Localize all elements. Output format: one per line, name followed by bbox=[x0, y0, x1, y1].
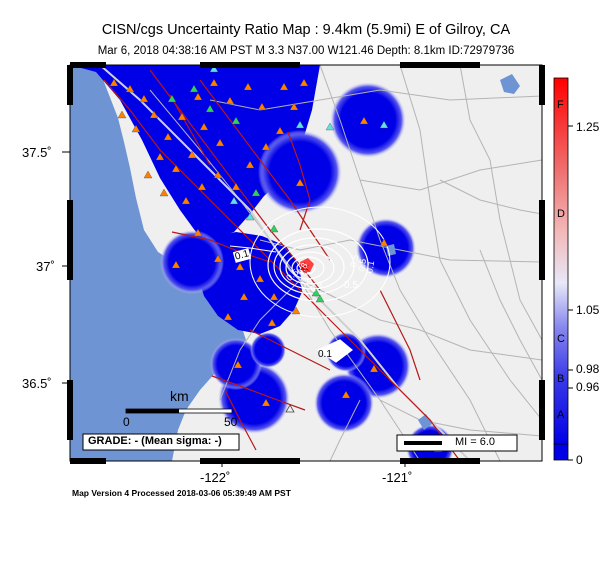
lake bbox=[500, 74, 520, 94]
grade-label-b: B bbox=[557, 373, 565, 385]
lon-label-121: -121˚ bbox=[382, 470, 413, 485]
colorbar-value-1-05: 1.05 bbox=[576, 303, 600, 317]
uncertainty-contours bbox=[229, 206, 391, 363]
epicenter-core bbox=[300, 258, 314, 272]
colorbar-value-0-96: 0.96 bbox=[576, 380, 600, 394]
epicenter-star: ✶ bbox=[297, 259, 311, 278]
lon-label-122: -122˚ bbox=[200, 470, 231, 485]
grade-box bbox=[82, 433, 240, 451]
colorbar bbox=[553, 77, 573, 461]
map-title: CISN/cgs Uncertainty Ratio Map : 9.4km (… bbox=[101, 22, 511, 38]
mi-legend-box bbox=[396, 434, 518, 452]
grade-label-a: A bbox=[557, 409, 565, 421]
grade-label-c: C bbox=[557, 333, 565, 345]
seismic-stations bbox=[109, 65, 443, 453]
grade-label-f: F bbox=[557, 99, 564, 111]
ocean-area bbox=[70, 65, 246, 461]
map-frame bbox=[62, 62, 545, 467]
scalebar-tick-50: 50 bbox=[224, 415, 238, 429]
coverage-overlay bbox=[70, 65, 454, 461]
lake bbox=[386, 244, 396, 256]
contour-label: 0.1 bbox=[318, 349, 332, 360]
scale-bar bbox=[125, 408, 233, 414]
colorbar-value-1-25: 1.25 bbox=[576, 120, 600, 134]
scalebar-unit: km bbox=[170, 388, 189, 404]
lat-label-37: 37˚ bbox=[36, 259, 55, 274]
colorbar-value-0-98: 0.98 bbox=[576, 362, 600, 376]
lake bbox=[418, 414, 432, 430]
map-version-footer: Map Version 4 Processed 2018-03-06 05:39… bbox=[72, 488, 291, 498]
grade-label-d: D bbox=[557, 208, 565, 220]
lat-label-37-5: 37.5˚ bbox=[22, 145, 52, 160]
colorbar-value-0: 0 bbox=[576, 453, 583, 467]
contour-label: 0.5 bbox=[344, 280, 358, 291]
lat-label-36-5: 36.5˚ bbox=[22, 376, 52, 391]
map-subtitle: Mar 6, 2018 04:38:16 AM PST M 3.3 N37.00… bbox=[97, 45, 515, 57]
grade-text: GRADE: - (Mean sigma: -) bbox=[88, 435, 222, 447]
contour-label: 0.1 bbox=[364, 259, 377, 275]
scalebar-tick-0: 0 bbox=[123, 415, 130, 429]
mi-legend-label: MI = 6.0 bbox=[455, 436, 496, 448]
fault-lines bbox=[103, 69, 461, 461]
